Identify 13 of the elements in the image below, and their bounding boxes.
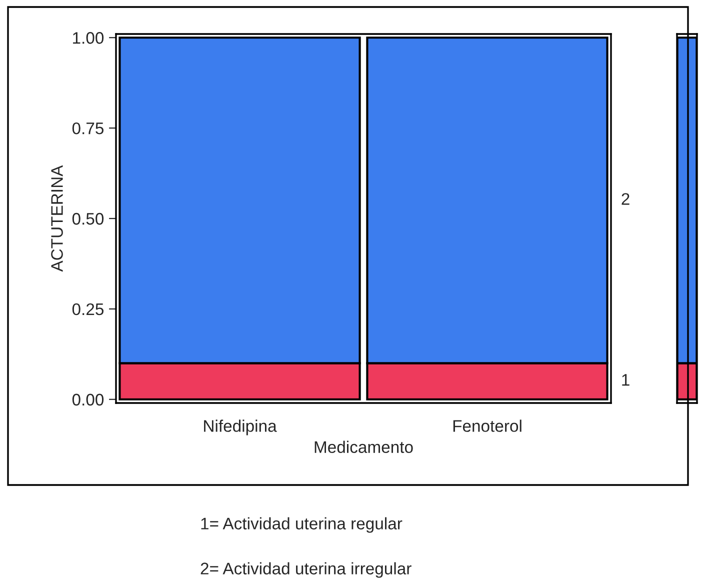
text: 2= Actividad uterina irregular xyxy=(200,562,412,578)
text: 1= Actividad uterina regular xyxy=(201,517,402,533)
y-tick-label: 1.00 xyxy=(73,32,104,44)
x-tick-label: Nifedipina xyxy=(204,420,277,436)
x-tick-label: Fenoterol xyxy=(453,420,522,432)
series-label: 2 xyxy=(622,193,630,205)
series-label: 1 xyxy=(622,374,630,386)
y-tick-label: 0.75 xyxy=(72,122,104,134)
y-tick-label: 0.50 xyxy=(72,212,104,225)
y-tick-label: 0.25 xyxy=(72,303,104,316)
x-axis-title: Medicamento xyxy=(314,440,413,453)
y-tick-label: 0.00 xyxy=(72,394,104,406)
y-axis-title: ACTUTERINA xyxy=(51,165,63,272)
